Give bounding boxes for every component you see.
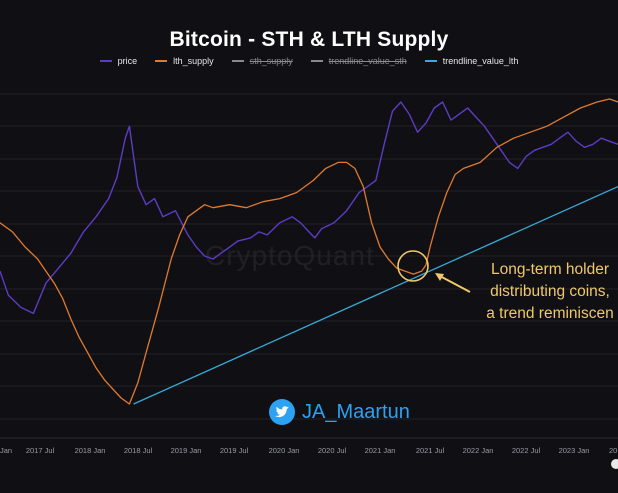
series-line-lth_supply (0, 98, 618, 405)
legend-swatch (231, 60, 244, 62)
highlight-circle (397, 250, 429, 282)
series-line-price (0, 101, 618, 315)
annotation-arrow (437, 274, 471, 293)
edge-dot (611, 459, 618, 469)
legend-item-trendline_value_lth[interactable]: trendline_value_lth (424, 56, 519, 66)
chart-legend: price lth_supply sth_supply trendline_value… (0, 56, 618, 66)
legend-label: trendline_value_sth (328, 56, 407, 66)
legend-label: lth_supply (173, 56, 214, 66)
annotation-line-3: a trend reminiscen (486, 305, 614, 322)
legend-swatch (99, 60, 112, 62)
x-tick-label: 20 (609, 446, 618, 455)
legend-swatch (310, 60, 323, 62)
legend-label: sth_supply (249, 56, 293, 66)
twitter-handle: JA_Maartun (268, 398, 410, 426)
twitter-icon (269, 399, 295, 425)
annotation-arrowhead (435, 273, 444, 281)
legend-item-trendline_value_sth[interactable]: trendline_value_sth (310, 56, 407, 66)
legend-label: trendline_value_lth (442, 56, 519, 66)
annotation-line-1: Long-term holder (490, 261, 610, 278)
x-tick-label: 2018 Jan (74, 446, 106, 455)
series-line-trendline_value_lth (133, 186, 618, 405)
legend-item-sth_supply[interactable]: sth_supply (231, 56, 293, 66)
x-tick-label: Jan (0, 446, 13, 455)
x-tick-label: 2019 Jan (170, 446, 202, 455)
twitter-handle-text: JA_Maartun (302, 400, 410, 423)
annotation-line-2: distributing coins, (490, 283, 610, 300)
legend-item-lth_supply[interactable]: lth_supply (155, 56, 214, 66)
x-tick-label: 2018 Jul (123, 446, 153, 455)
legend-label: price (117, 56, 138, 66)
chart-annotation: Long-term holder distributing coins, a t… (470, 259, 618, 325)
legend-swatch (424, 60, 437, 62)
x-tick-label: 2022 Jul (511, 446, 541, 455)
x-tick-label: 2019 Jul (219, 446, 249, 455)
x-tick-label: 2020 Jan (268, 446, 300, 455)
x-tick-label: 2023 Jan (558, 446, 590, 455)
x-tick-label: 2021 Jul (415, 446, 445, 455)
x-tick-label: 2021 Jan (364, 446, 396, 455)
x-tick-label: 2020 Jul (317, 446, 347, 455)
legend-swatch (155, 60, 168, 62)
chart-title: Bitcoin - STH & LTH Supply (169, 28, 449, 51)
x-tick-label: 2022 Jan (462, 446, 494, 455)
legend-item-price[interactable]: price (99, 56, 138, 66)
x-tick-label: 2017 Jul (25, 446, 55, 455)
